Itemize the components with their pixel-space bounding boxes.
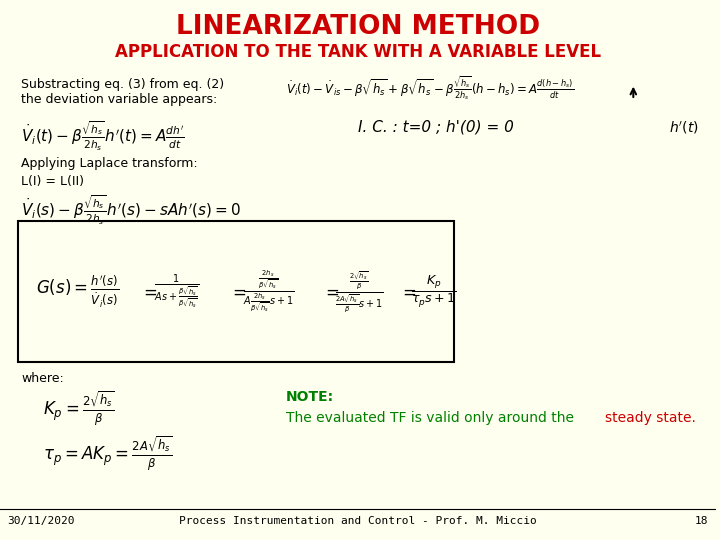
Text: $\dot{V}_i(t)-\dot{V}_{is}-\beta\sqrt{h_s}+\beta\sqrt{h_s}-\beta\frac{\sqrt{h_s}: $\dot{V}_i(t)-\dot{V}_{is}-\beta\sqrt{h_… (287, 75, 575, 103)
Text: where:: where: (22, 372, 64, 384)
Text: $=$: $=$ (400, 282, 417, 301)
Text: 30/11/2020: 30/11/2020 (7, 516, 75, 526)
Text: $\frac{1}{As+\frac{\beta\sqrt{h_s}}{\beta\sqrt{h_s}}}$: $\frac{1}{As+\frac{\beta\sqrt{h_s}}{\bet… (154, 272, 199, 311)
Text: Substracting eq. (3) from eq. (2)
the deviation variable appears:: Substracting eq. (3) from eq. (2) the de… (22, 78, 225, 106)
Text: steady state.: steady state. (605, 411, 696, 426)
Text: $\frac{\frac{2\sqrt{h_s}}{\beta}}{\frac{2A\sqrt{h_s}}{\beta}s+1}$: $\frac{\frac{2\sqrt{h_s}}{\beta}}{\frac{… (335, 269, 384, 314)
Text: $G(s) = \frac{h'(s)}{\dot{V}_i(s)}$: $G(s) = \frac{h'(s)}{\dot{V}_i(s)}$ (36, 273, 119, 310)
Text: $\dot{V}_i(s) - \beta\frac{\sqrt{h_s}}{2h_s}h'(s) - sAh'(s) = 0$: $\dot{V}_i(s) - \beta\frac{\sqrt{h_s}}{2… (22, 194, 241, 227)
Text: 18: 18 (695, 516, 708, 526)
Text: LINEARIZATION METHOD: LINEARIZATION METHOD (176, 14, 540, 39)
Text: L(I) = L(II): L(I) = L(II) (22, 176, 84, 188)
Text: APPLICATION TO THE TANK WITH A VARIABLE LEVEL: APPLICATION TO THE TANK WITH A VARIABLE … (114, 43, 601, 61)
Text: NOTE:: NOTE: (287, 390, 334, 404)
Text: $=$: $=$ (322, 282, 339, 301)
Text: $h'(t)$: $h'(t)$ (669, 120, 699, 136)
Text: $\frac{K_p}{\tau_p s+1}$: $\frac{K_p}{\tau_p s+1}$ (411, 274, 457, 309)
FancyBboxPatch shape (18, 221, 454, 362)
Text: $\dot{V}_i(t) - \beta\frac{\sqrt{h_s}}{2h_s}h'(t) = A\frac{dh'}{dt}$: $\dot{V}_i(t) - \beta\frac{\sqrt{h_s}}{2… (22, 120, 185, 153)
Text: $=$: $=$ (140, 282, 157, 301)
Text: $\frac{\frac{2h_s}{\beta\sqrt{h_s}}}{A\frac{2h_s}{\beta\sqrt{h_s}}s+1}$: $\frac{\frac{2h_s}{\beta\sqrt{h_s}}}{A\f… (243, 269, 294, 314)
Text: Process Instrumentation and Control - Prof. M. Miccio: Process Instrumentation and Control - Pr… (179, 516, 536, 526)
Text: $\tau_p = AK_p = \frac{2A\sqrt{h_s}}{\beta}$: $\tau_p = AK_p = \frac{2A\sqrt{h_s}}{\be… (43, 435, 172, 473)
Text: I. C. : t=0 ; h'(0) = 0: I. C. : t=0 ; h'(0) = 0 (358, 120, 513, 135)
Text: $K_p = \frac{2\sqrt{h_s}}{\beta}$: $K_p = \frac{2\sqrt{h_s}}{\beta}$ (43, 390, 114, 428)
Text: The evaluated TF is valid only around the: The evaluated TF is valid only around th… (287, 411, 579, 426)
Text: $=$: $=$ (229, 282, 246, 301)
Text: Applying Laplace transform:: Applying Laplace transform: (22, 157, 198, 170)
